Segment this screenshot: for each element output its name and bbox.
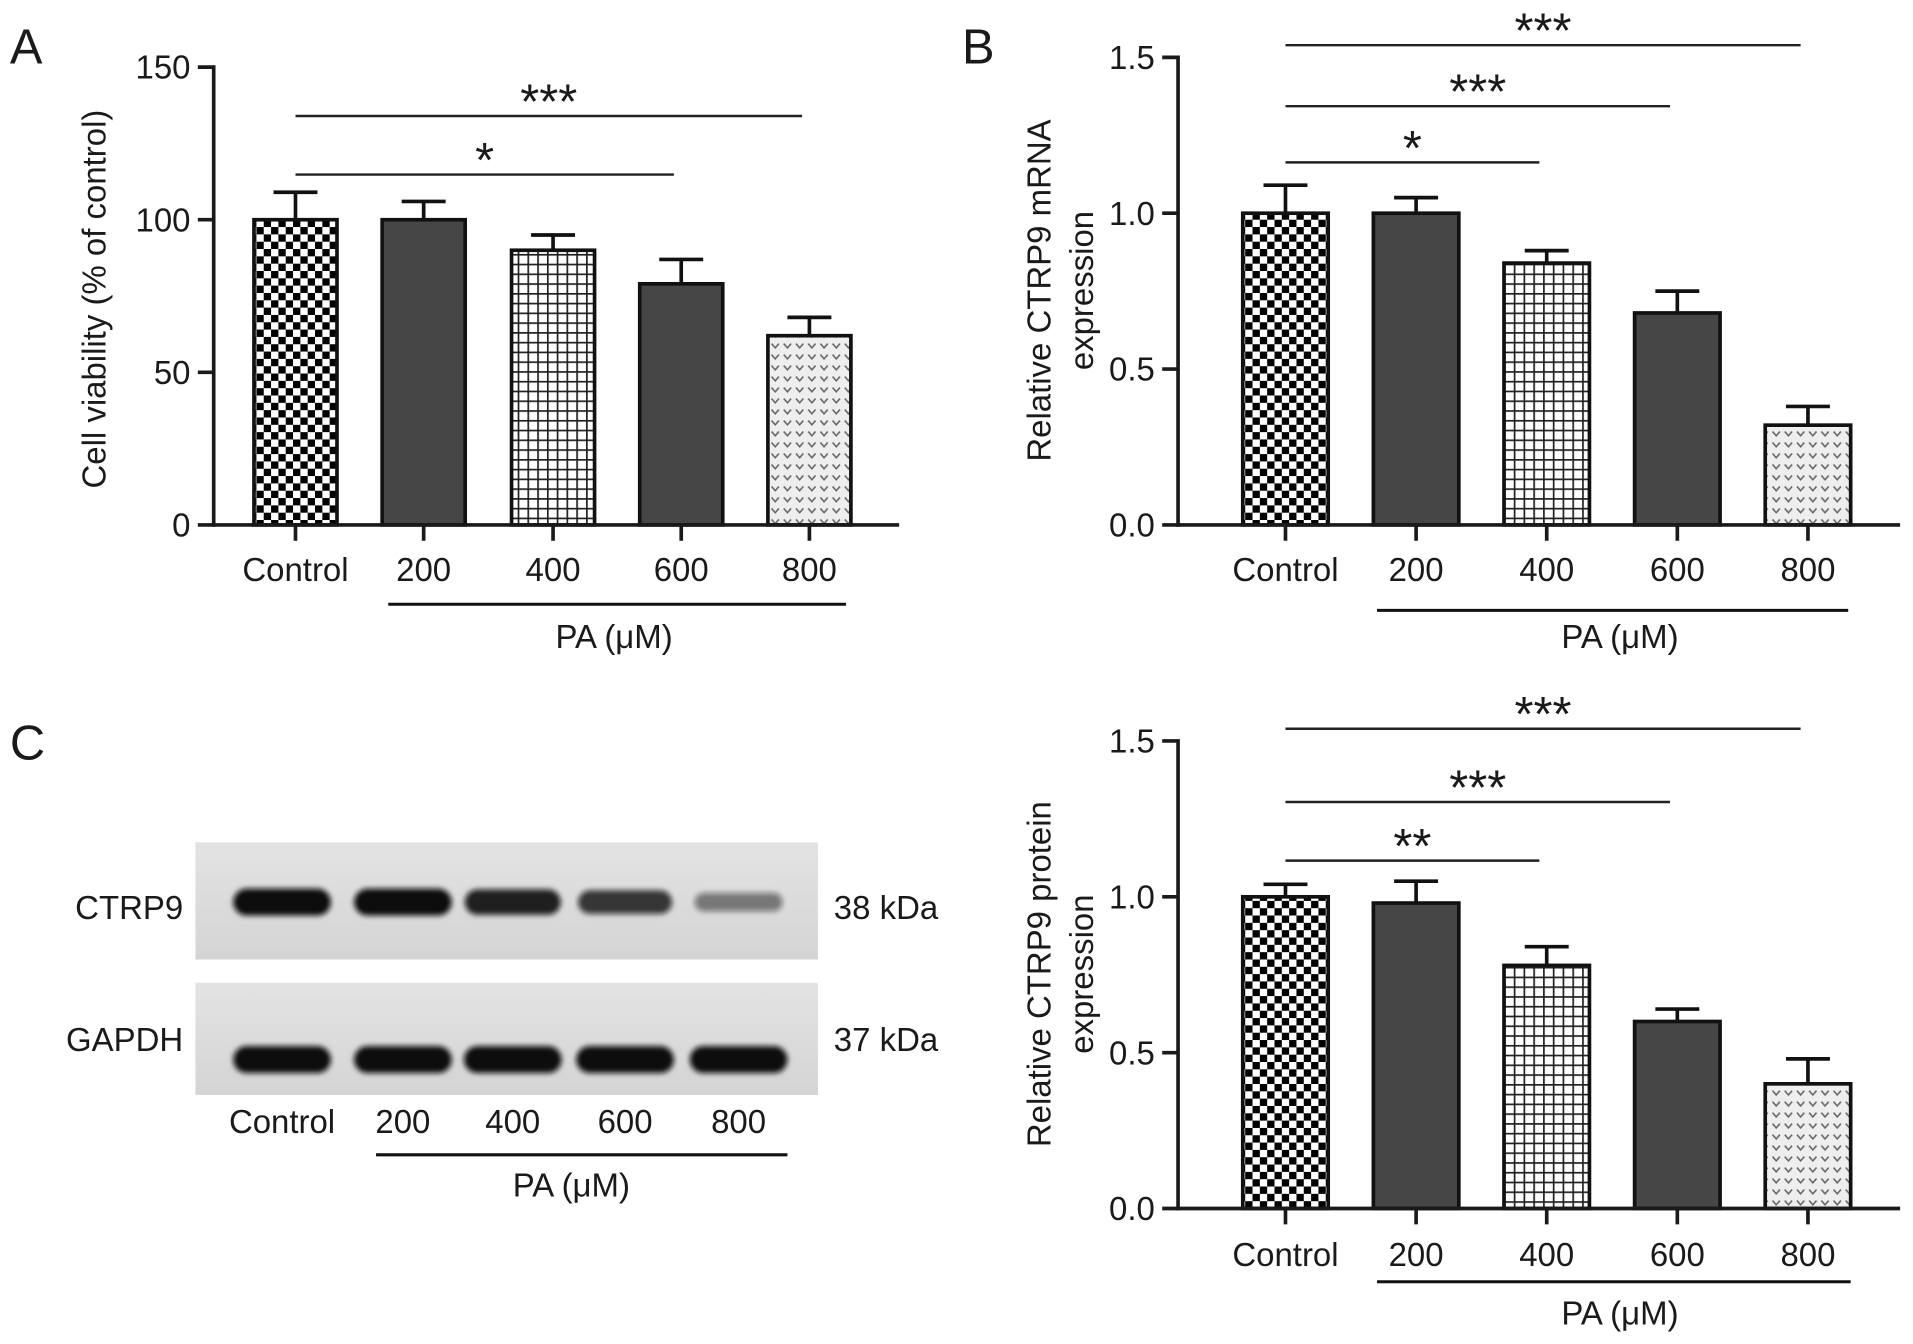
blot-lane-label: 400 <box>485 1103 540 1140</box>
blot-protein-label: CTRP9 <box>75 889 183 926</box>
y-tick-label: 0.5 <box>1109 351 1155 388</box>
bar-control <box>252 217 339 527</box>
bar-800 <box>1763 423 1853 527</box>
blot-band-ctrp9 <box>464 889 561 915</box>
bar-600 <box>1632 1019 1722 1211</box>
bar-800 <box>1763 1081 1853 1211</box>
blot-band-ctrp9 <box>694 892 783 912</box>
x-tick-label: 400 <box>1519 1236 1574 1273</box>
blot-lane-label: 200 <box>375 1103 430 1140</box>
bar-600 <box>1632 311 1722 527</box>
x-tick-label: 600 <box>1650 1236 1705 1273</box>
y-tick-label: 1.5 <box>1109 723 1155 760</box>
y-tick-label: 0.0 <box>1109 507 1155 544</box>
x-tick-label: Control <box>242 551 348 588</box>
blot-lane-label: 800 <box>711 1103 766 1140</box>
y-tick-label: 1.0 <box>1109 195 1155 232</box>
bar-600 <box>637 281 725 527</box>
cell-viability-bar-chart: 0 50 100 150 Control 200 400 600 800 PA (μM) Cell … <box>76 49 900 655</box>
bar-200 <box>1371 901 1461 1211</box>
y-axis-title: Relative CTRP9 mRNA <box>1020 119 1057 461</box>
blot-protein-label: GAPDH <box>66 1021 183 1058</box>
blot-molecular-weight-label: 37 kDa <box>834 1021 939 1058</box>
significance-label: * <box>1403 122 1422 176</box>
y-axis-title: Relative CTRP9 protein <box>1020 801 1057 1147</box>
bar-200 <box>1371 211 1461 527</box>
x-axis-title: PA (μM) <box>1561 1294 1678 1331</box>
bar-control <box>1240 894 1331 1211</box>
bar-400 <box>509 248 597 527</box>
blot-band-ctrp9 <box>233 888 331 916</box>
y-tick-label: 0.5 <box>1109 1034 1155 1071</box>
significance-label: *** <box>1449 66 1506 120</box>
x-tick-label: 600 <box>654 551 709 588</box>
x-tick-label: 200 <box>1389 551 1444 588</box>
x-tick-label: 400 <box>526 551 581 588</box>
blot-band-gapdh <box>689 1046 788 1074</box>
blot-band-gapdh <box>354 1046 452 1074</box>
bar-control <box>1240 211 1331 527</box>
significance-label: *** <box>1515 688 1572 742</box>
significance-label: *** <box>1515 5 1572 59</box>
x-tick-label: 800 <box>782 551 837 588</box>
significance-label: * <box>475 134 494 188</box>
x-tick-label: 800 <box>1780 1236 1835 1273</box>
x-tick-label: 400 <box>1519 551 1574 588</box>
western-blot: CTRP9 38 kDa GAPDH 37 kDa Control 200 400 600 80… <box>66 842 939 1203</box>
x-tick-label: Control <box>1232 1236 1338 1273</box>
blot-treatment-label: PA (μM) <box>513 1166 630 1203</box>
y-tick-label: 1.0 <box>1109 878 1155 915</box>
x-tick-label: 600 <box>1650 551 1705 588</box>
significance-label: *** <box>1449 761 1506 815</box>
bar-400 <box>1502 963 1592 1211</box>
ctrp9-protein-bar-chart: 0.0 0.5 1.0 1.5 Control 200 400 600 800 PA (μM) Re… <box>1020 688 1901 1331</box>
panel-label-a: A <box>10 20 43 74</box>
panel-label-c: C <box>10 716 45 770</box>
blot-band-ctrp9 <box>354 888 452 916</box>
ctrp9-mrna-bar-chart: 0.0 0.5 1.0 1.5 Control 200 400 600 800 PA (μM) Re… <box>1020 5 1901 655</box>
y-axis-title: Cell viability (% of control) <box>76 110 113 489</box>
y-tick-label: 100 <box>136 201 191 238</box>
x-axis-title: PA (μM) <box>1561 618 1678 655</box>
significance-label: ** <box>1393 820 1431 874</box>
x-tick-label: 800 <box>1780 551 1835 588</box>
y-tick-label: 1.5 <box>1109 39 1155 76</box>
bar-200 <box>380 217 467 527</box>
blot-lane-label: Control <box>229 1103 335 1140</box>
y-tick-label: 150 <box>136 49 191 86</box>
blot-band-gapdh <box>463 1046 562 1074</box>
bar-400 <box>1502 261 1592 527</box>
y-tick-label: 0.0 <box>1109 1190 1155 1227</box>
panel-label-b: B <box>962 20 995 74</box>
bar-800 <box>766 333 853 527</box>
y-tick-label: 0 <box>172 507 190 544</box>
x-axis-title: PA (μM) <box>555 618 672 655</box>
blot-band-gapdh <box>576 1046 674 1074</box>
blot-band-gapdh <box>233 1046 331 1074</box>
blot-lane-label: 600 <box>598 1103 653 1140</box>
significance-label: *** <box>520 75 577 129</box>
blot-band-ctrp9 <box>578 890 673 914</box>
blot-molecular-weight-label: 38 kDa <box>834 889 939 926</box>
y-axis-title: expression <box>1063 211 1100 370</box>
x-tick-label: 200 <box>1389 1236 1444 1273</box>
blot-strip-gapdh <box>195 982 818 1095</box>
x-tick-label: Control <box>1232 551 1338 588</box>
y-tick-label: 50 <box>154 354 191 391</box>
y-axis-title: expression <box>1063 894 1100 1053</box>
x-tick-label: 200 <box>396 551 451 588</box>
